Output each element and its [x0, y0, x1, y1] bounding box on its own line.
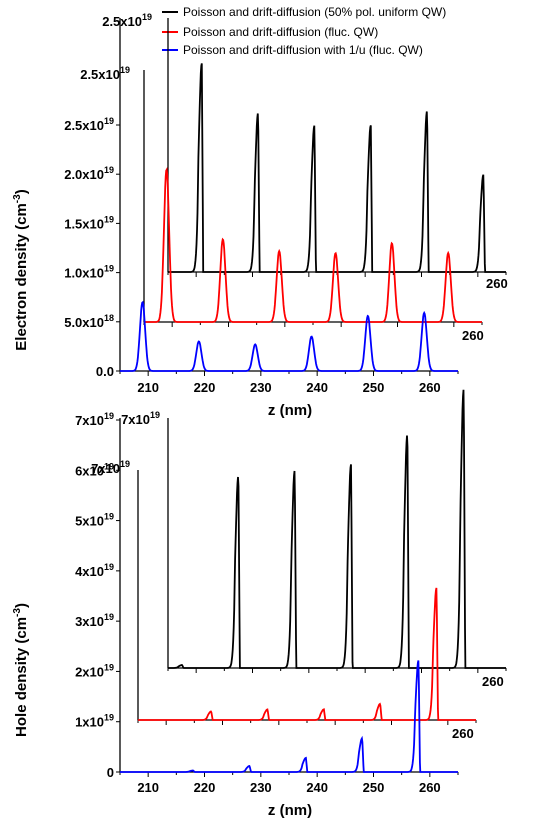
y-tick-label-6-base: 6x10 [75, 463, 104, 478]
x-tick-label-1: 220 [194, 780, 216, 795]
y-tick-label-2: 2x1019 [75, 662, 114, 679]
y-tick-label-2-base: 2x10 [75, 664, 104, 679]
y-tick-label-1-base: 1x10 [75, 715, 104, 730]
offset-y-label-0: 2.5x1019 [80, 65, 130, 82]
series-line-2 [168, 389, 506, 669]
x-tick-label-3: 240 [306, 780, 328, 795]
y-axis-label-tail: ) [13, 603, 30, 608]
y-tick-label-2-base: 1.0x10 [64, 266, 104, 281]
y-tick-label-6-exp: 19 [104, 461, 114, 471]
series-line-2 [168, 63, 506, 273]
y-tick-label-5-exp: 19 [104, 116, 114, 126]
y-axis-label: Hole density (cm-3) [12, 603, 30, 737]
offset-y-label-1: 2.5x1019 [102, 12, 152, 29]
y-tick-label-1-exp: 18 [104, 313, 114, 323]
x-axis-label: z (nm) [268, 402, 312, 419]
offset-y-label-0-exp: 19 [120, 459, 130, 469]
y-axis-label-sup: -3 [12, 194, 23, 203]
x-tick-label-3: 240 [306, 380, 328, 395]
electron-density-chart: 0.05.0x10181.0x10191.5x10192.0x10192.5x1… [12, 12, 508, 419]
offset-y-label-1-base: 7x10 [121, 412, 150, 427]
y-tick-label-5-base: 5x10 [75, 514, 104, 529]
axes-frame-1 [143, 70, 483, 327]
x-axis-label: z (nm) [268, 802, 312, 819]
offset-y-label-0-exp: 19 [120, 65, 130, 75]
y-tick-label-4-base: 2.0x10 [64, 167, 104, 182]
offset-y-label-1-exp: 19 [150, 410, 160, 420]
y-tick-label-1-exp: 19 [104, 713, 114, 723]
x-tick-label-5: 260 [419, 780, 441, 795]
offset-y-label-1-exp: 19 [142, 12, 152, 22]
series-line-1 [138, 587, 476, 721]
y-tick-label-6: 6x1019 [75, 461, 114, 478]
x-tick-label-4: 250 [363, 380, 385, 395]
series-line-1 [144, 166, 482, 323]
y-axis-label-sup: -3 [12, 608, 23, 617]
y-tick-label-3: 1.5x1019 [64, 214, 114, 231]
hole-density-chart: 01x10192x10193x10194x10195x10196x10197x1… [12, 389, 507, 819]
y-tick-label-0: 0.0 [96, 364, 114, 379]
offset-x-label-1: 260 [482, 674, 504, 689]
legend-label-red: Poisson and drift-diffusion (fluc. QW) [183, 25, 378, 39]
series-line-0 [120, 660, 458, 773]
y-tick-label-4: 4x1019 [75, 562, 114, 579]
x-tick-label-5: 260 [419, 380, 441, 395]
offset-x-label-0: 260 [452, 726, 474, 741]
offset-x-label-1: 260 [486, 276, 508, 291]
y-tick-label-5-exp: 19 [104, 512, 114, 522]
y-tick-label-0-base: 0.0 [96, 364, 114, 379]
y-tick-label-5-base: 2.5x10 [64, 118, 104, 133]
x-tick-label-2: 230 [250, 380, 272, 395]
y-axis-label-main: Electron density (cm [13, 203, 30, 351]
y-tick-label-2: 1.0x1019 [64, 264, 114, 281]
y-tick-label-3-base: 3x10 [75, 614, 104, 629]
y-axis-label-tail: ) [13, 189, 30, 194]
y-tick-label-7: 7x1019 [75, 411, 114, 428]
offset-y-label-1: 7x1019 [121, 410, 160, 427]
y-tick-label-4-exp: 19 [104, 165, 114, 175]
y-tick-label-1-base: 5.0x10 [64, 315, 104, 330]
x-tick-label-4: 250 [363, 780, 385, 795]
y-tick-label-3-base: 1.5x10 [64, 216, 104, 231]
y-tick-label-4-base: 4x10 [75, 564, 104, 579]
axes-frame-1 [137, 470, 477, 725]
axes-frame-2 [167, 418, 507, 673]
y-tick-label-3: 3x1019 [75, 612, 114, 629]
y-tick-label-1: 1x1019 [75, 713, 114, 730]
offset-y-label-0: 7x1019 [91, 459, 130, 476]
offset-y-label-1-base: 2.5x10 [102, 14, 142, 29]
x-tick-label-0: 210 [137, 780, 159, 795]
y-axis-label: Electron density (cm-3) [12, 189, 30, 350]
series-line-0 [120, 300, 458, 372]
legend-label-black: Poisson and drift-diffusion (50% pol. un… [183, 5, 446, 19]
y-tick-label-7-exp: 19 [104, 411, 114, 421]
offset-y-label-0-base: 2.5x10 [80, 67, 120, 82]
x-tick-label-0: 210 [137, 380, 159, 395]
y-tick-label-4-exp: 19 [104, 562, 114, 572]
y-tick-label-0: 0 [107, 765, 114, 780]
y-tick-label-3-exp: 19 [104, 612, 114, 622]
y-tick-label-0-base: 0 [107, 765, 114, 780]
y-tick-label-5: 5x1019 [75, 512, 114, 529]
y-tick-label-2-exp: 19 [104, 662, 114, 672]
y-tick-label-5: 2.5x1019 [64, 116, 114, 133]
legend-label-blue: Poisson and drift-diffusion with 1/u (fl… [183, 43, 423, 57]
x-tick-label-2: 230 [250, 780, 272, 795]
legend: Poisson and drift-diffusion (50% pol. un… [162, 5, 446, 57]
offset-x-label-0: 260 [462, 328, 484, 343]
x-tick-label-1: 220 [194, 380, 216, 395]
y-tick-label-7-base: 7x10 [75, 413, 104, 428]
y-tick-label-4: 2.0x1019 [64, 165, 114, 182]
y-tick-label-2-exp: 19 [104, 264, 114, 274]
y-axis-label-main: Hole density (cm [13, 617, 30, 737]
y-tick-label-1: 5.0x1018 [64, 313, 114, 330]
y-tick-label-3-exp: 19 [104, 214, 114, 224]
offset-y-label-0-base: 7x10 [91, 461, 120, 476]
